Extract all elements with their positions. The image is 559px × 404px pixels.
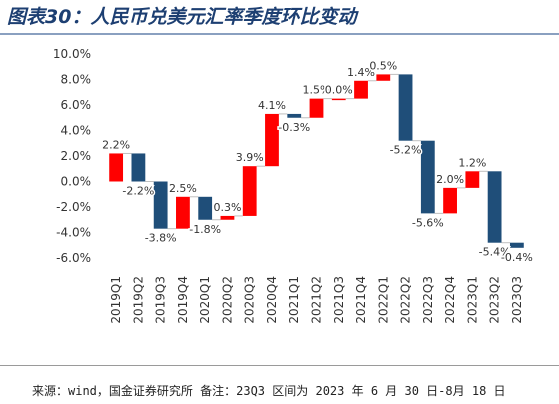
bar <box>309 98 324 118</box>
data-label: 1.4% <box>347 66 375 79</box>
bar <box>109 153 124 182</box>
data-label: -1.8% <box>189 223 221 236</box>
data-label: -2.2% <box>122 185 154 198</box>
y-tick-label: -6.0% <box>56 251 91 265</box>
bar <box>443 187 457 214</box>
x-tick-label: 2019Q4 <box>176 276 190 324</box>
x-tick-label: 2022Q2 <box>399 276 413 324</box>
x-tick-label: 2020Q1 <box>198 276 212 324</box>
bar <box>487 171 502 243</box>
bar <box>131 153 146 182</box>
x-axis: 2019Q1 2019Q2 2019Q3 2019Q4 2020Q1 2020Q2 2020… <box>109 276 524 324</box>
y-tick-label: -4.0% <box>56 226 91 240</box>
data-label: 1.5% <box>303 84 331 97</box>
bar <box>376 74 391 81</box>
data-label: 0.3% <box>213 201 241 214</box>
bar <box>265 113 279 167</box>
bar <box>509 242 524 248</box>
x-tick-label: 2019Q2 <box>131 276 145 324</box>
data-label: -0.3% <box>278 121 310 134</box>
bar <box>176 196 190 229</box>
waterfall-chart: 10.0% 8.0% 6.0% 4.0% 2.0% 0.0% -2.0% -4.0% -6.0%… <box>53 47 535 324</box>
data-label: -5.2% <box>390 144 422 157</box>
bar <box>465 171 480 188</box>
data-label: -5.6% <box>412 216 444 229</box>
y-tick-label: 10.0% <box>53 47 91 61</box>
x-tick-label: 2023Q1 <box>465 276 479 324</box>
y-tick-label: 8.0% <box>61 73 92 87</box>
x-tick-label: 2020Q4 <box>265 276 279 324</box>
y-tick-label: -2.0% <box>56 200 91 214</box>
bar <box>220 215 235 220</box>
data-label: 2.5% <box>169 182 197 195</box>
data-label: -5.4% <box>479 246 511 259</box>
x-tick-label: 2021Q3 <box>332 276 346 324</box>
chart-title: 图表30：人民币兑美元汇率季度环比变动 <box>7 6 357 28</box>
bars <box>109 74 524 248</box>
x-tick-label: 2020Q2 <box>220 276 234 324</box>
bar <box>398 74 413 141</box>
x-tick-label: 2023Q2 <box>488 276 502 324</box>
x-tick-label: 2021Q2 <box>310 276 324 324</box>
y-tick-label: 4.0% <box>61 124 92 138</box>
x-tick-label: 2023Q3 <box>510 276 524 324</box>
x-tick-label: 2019Q3 <box>154 276 168 324</box>
footer-divider <box>0 365 559 366</box>
bar <box>242 166 257 216</box>
x-tick-label: 2021Q1 <box>287 276 301 324</box>
data-label: -3.8% <box>145 232 177 245</box>
bar <box>198 196 213 220</box>
connector-lines <box>123 73 510 244</box>
x-tick-label: 2019Q1 <box>109 276 123 324</box>
y-tick-label: 2.0% <box>61 149 92 163</box>
y-tick-label: 0.0% <box>61 175 92 189</box>
bar <box>354 80 368 99</box>
x-tick-label: 2022Q4 <box>443 276 457 324</box>
y-tick-label: 6.0% <box>61 98 92 112</box>
data-label: 3.9% <box>236 151 264 164</box>
bar <box>287 113 302 118</box>
y-axis: 10.0% 8.0% 6.0% 4.0% 2.0% 0.0% -2.0% -4.0% -6.0% <box>53 47 91 265</box>
data-label: 2.0% <box>436 173 464 186</box>
x-tick-label: 2021Q4 <box>354 276 368 324</box>
data-label: -0.4% <box>501 251 533 264</box>
data-label: 1.2% <box>458 156 486 169</box>
data-label: 4.1% <box>258 99 286 112</box>
title-divider <box>0 33 559 35</box>
x-tick-label: 2022Q3 <box>421 276 435 324</box>
data-label: 2.2% <box>102 138 130 151</box>
bar <box>331 98 346 101</box>
source-note: 来源：wind，国金证券研究所 备注：23Q3 区间为 2023 年 6 月 3… <box>32 384 506 398</box>
data-label: 0.0% <box>325 84 353 97</box>
bar <box>153 181 168 229</box>
data-label: 0.5% <box>369 59 397 72</box>
bar <box>420 140 435 214</box>
x-tick-label: 2022Q1 <box>376 276 390 324</box>
x-tick-label: 2020Q3 <box>243 276 257 324</box>
data-labels: 2.2% -2.2% -3.8% 2.5% -1.8% 0.3% 3.9% 4.1% -0.3%… <box>101 58 535 265</box>
